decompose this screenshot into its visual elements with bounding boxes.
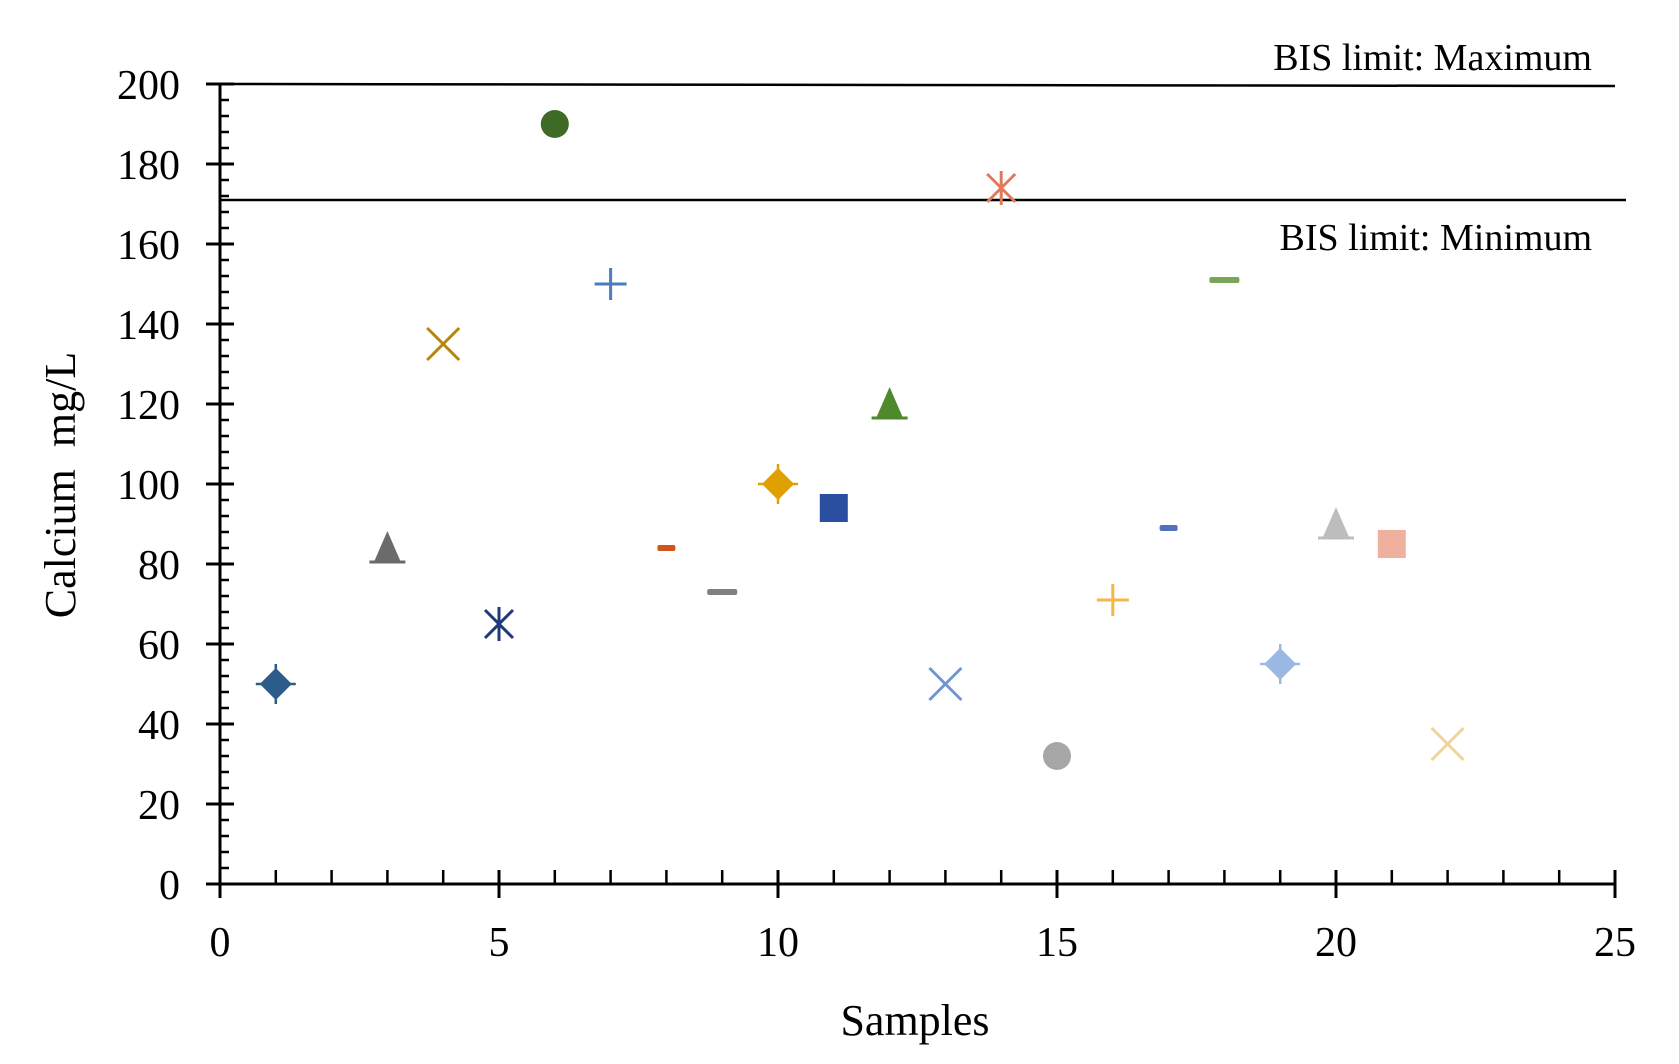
y-tick-label: 200: [117, 63, 180, 109]
data-point-square: [1377, 530, 1406, 558]
point-triangle: [374, 531, 401, 561]
data-point-dash: [707, 589, 738, 595]
y-tick-label: 20: [138, 783, 180, 829]
data-points: [255, 110, 1465, 770]
y-tick-label: 120: [117, 383, 180, 429]
reference-lines: BIS limit: Maximum BIS limit: Minimum: [219, 37, 1626, 259]
y-tick-label: 180: [117, 143, 180, 189]
data-point-plus: [594, 268, 627, 300]
point-dash: [1159, 525, 1178, 531]
x-tick-label: 20: [1315, 920, 1357, 966]
x-tick-label: 0: [210, 920, 231, 966]
y-tick-label: 100: [117, 463, 180, 509]
data-point-x: [426, 326, 461, 362]
point-asterisk: [986, 171, 1017, 205]
point-dash: [657, 545, 676, 551]
point-dash: [707, 589, 738, 595]
data-point-circle: [1043, 742, 1071, 770]
point-plus: [1096, 584, 1129, 616]
data-point-asterisk: [483, 607, 515, 641]
point-square: [1377, 530, 1406, 558]
point-asterisk: [483, 607, 515, 641]
axes: [218, 84, 1615, 886]
point-circle: [1043, 742, 1071, 770]
point-x: [426, 326, 461, 362]
point-triangle: [1323, 507, 1349, 537]
y-tick-label: 80: [138, 543, 180, 589]
data-point-diamond: [758, 464, 798, 504]
point-circle: [540, 110, 569, 138]
data-point-triangle: [369, 531, 406, 564]
data-point-diamond: [1260, 644, 1301, 684]
y-axis-label: Calcium mg/L: [36, 352, 85, 618]
point-x: [928, 666, 963, 702]
point-triangle: [876, 387, 903, 417]
ticks: 0 20 40 60 80 100 120 140 160 180 200 0 5 10 15 20 25: [117, 63, 1636, 966]
data-point-triangle: [871, 387, 908, 420]
x-tick-label: 5: [489, 920, 510, 966]
data-point-asterisk: [986, 171, 1017, 205]
y-tick-label: 40: [138, 703, 180, 749]
y-tick-label: 60: [138, 623, 180, 669]
data-point-x: [1430, 726, 1465, 762]
data-point-dash: [1209, 277, 1240, 283]
min-limit-label: BIS limit: Minimum: [1280, 217, 1593, 259]
data-point-x: [928, 666, 963, 702]
x-tick-label: 25: [1594, 920, 1636, 966]
max-limit-label: BIS limit: Maximum: [1273, 37, 1592, 79]
data-point-square: [819, 494, 848, 522]
data-point-plus: [1096, 584, 1129, 616]
point-plus: [594, 268, 627, 300]
y-tick-label: 160: [117, 223, 180, 269]
x-tick-label: 15: [1036, 920, 1078, 966]
point-dash: [1209, 277, 1240, 283]
data-point-triangle: [1318, 507, 1354, 540]
point-x: [1430, 726, 1465, 762]
point-square: [819, 494, 848, 522]
max-limit-line: [219, 82, 1616, 88]
x-tick-label: 10: [757, 920, 799, 966]
x-axis-label: Samples: [840, 996, 989, 1045]
data-point-dash: [657, 545, 676, 551]
y-tick-label: 140: [117, 303, 180, 349]
data-point-circle: [540, 110, 569, 138]
data-point-diamond: [255, 664, 296, 704]
data-point-dash: [1159, 525, 1178, 531]
y-tick-label: 0: [159, 863, 180, 909]
